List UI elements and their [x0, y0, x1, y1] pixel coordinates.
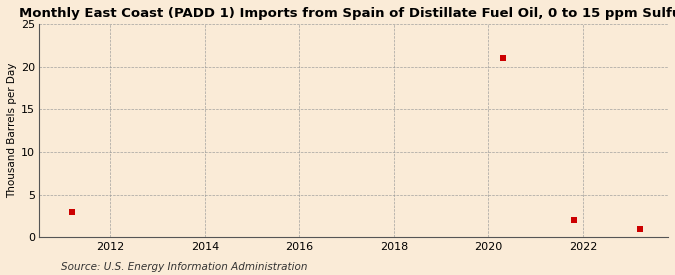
Text: Source: U.S. Energy Information Administration: Source: U.S. Energy Information Administ…	[61, 262, 307, 272]
Y-axis label: Thousand Barrels per Day: Thousand Barrels per Day	[7, 63, 17, 198]
Point	[634, 227, 645, 231]
Point	[497, 56, 508, 60]
Point	[568, 218, 579, 222]
Title: Monthly East Coast (PADD 1) Imports from Spain of Distillate Fuel Oil, 0 to 15 p: Monthly East Coast (PADD 1) Imports from…	[19, 7, 675, 20]
Point	[67, 210, 78, 214]
